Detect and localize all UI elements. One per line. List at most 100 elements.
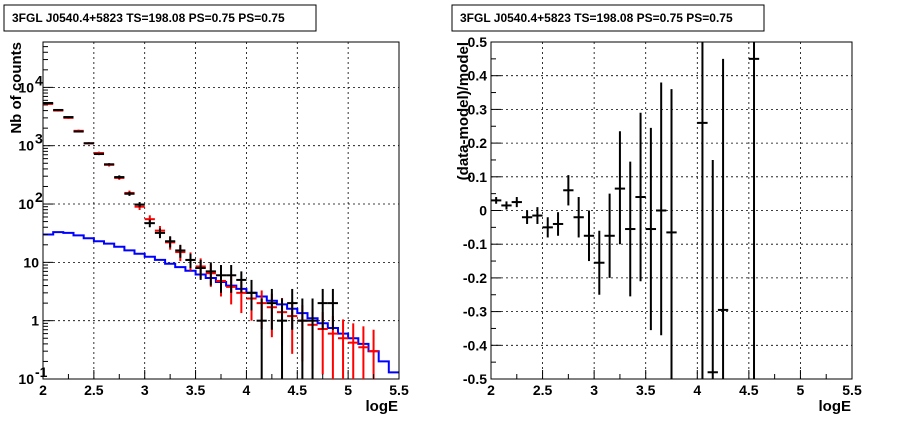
data-point <box>93 152 105 156</box>
counts-title-box <box>3 4 317 32</box>
data-point <box>307 298 318 379</box>
residual-point <box>635 112 646 282</box>
residual-marks <box>491 42 760 379</box>
residual-point <box>604 193 615 278</box>
residual-x-tick-label: 5.5 <box>842 382 862 398</box>
model-error-mark <box>368 329 379 379</box>
data-point <box>256 298 267 379</box>
counts-x-tick-label: 4 <box>243 382 251 398</box>
residual-point <box>707 159 718 379</box>
residual-x-label: logE <box>819 398 852 415</box>
residual-point <box>491 197 502 204</box>
residual-title-box <box>451 4 765 32</box>
residual-x-tick-label: 3.5 <box>636 382 656 398</box>
data-point <box>73 130 84 133</box>
residual-y-tick-label: -0.3 <box>463 304 487 320</box>
data-point <box>215 265 227 293</box>
residual-title: 3FGL J0540.4+5823 TS=198.08 PS=0.75 PS=0… <box>460 11 733 25</box>
data-point <box>154 228 166 239</box>
residual-point <box>573 197 584 238</box>
data-point <box>53 108 64 111</box>
counts-x-tick-label: 5 <box>344 382 352 398</box>
data-point <box>226 265 237 293</box>
residual-panel: 2 2.5 3 3.5 4 4.5 5 5.5 -0.5 -0.4 -0.3 -0.2 -0.1 0 0.… <box>451 4 862 415</box>
data-point <box>287 288 298 330</box>
counts-y-tick-exponent: 3 <box>35 131 43 147</box>
residual-point <box>501 201 512 210</box>
model-error-mark <box>348 323 359 379</box>
data-point <box>83 142 94 145</box>
residual-point <box>511 197 522 208</box>
residual-point <box>563 175 574 206</box>
counts-x-tick-label: 3.5 <box>186 382 206 398</box>
counts-y-tick-label: 1 <box>31 313 39 329</box>
data-point <box>246 279 257 311</box>
data-point <box>43 101 54 104</box>
counts-y-tick-exponent: 2 <box>35 189 43 205</box>
residual-x-tick-label: 4 <box>693 382 701 398</box>
counts-x-tick-label: 3 <box>141 382 149 398</box>
residual-point <box>614 131 626 245</box>
residual-y-tick-label: 0.3 <box>468 101 488 117</box>
data-point <box>195 259 206 280</box>
data-point <box>63 116 74 119</box>
data-point <box>124 191 135 196</box>
counts-x-tick-label: 4.5 <box>288 382 308 398</box>
data-point <box>175 244 186 258</box>
residual-x-tick-label: 2 <box>487 382 495 398</box>
counts-y-tick-exponent: 4 <box>35 72 43 88</box>
model-error-mark <box>358 326 369 379</box>
counts-y-label: Nb of counts <box>8 42 25 134</box>
data-point <box>205 262 216 286</box>
residual-point <box>552 212 564 236</box>
data-point <box>276 298 288 379</box>
counts-x-label: logE <box>366 398 399 415</box>
residual-y-tick-label: 0.1 <box>468 169 488 185</box>
data-point <box>266 288 277 330</box>
residual-x-tick-label: 2.5 <box>533 382 553 398</box>
counts-y-tick-exponent: -1 <box>35 364 48 380</box>
data-point <box>317 288 328 330</box>
counts-y-tick-label: 10 <box>18 371 34 387</box>
counts-x-tick-label: 5.5 <box>389 382 409 398</box>
data-point <box>185 253 196 269</box>
counts-y-tick-label: 10 <box>18 196 34 212</box>
data-point <box>144 219 155 228</box>
residual-y-ticks: -0.5 -0.4 -0.3 -0.2 -0.1 0 0.1 0.2 0.3 0.4 0.5 <box>463 34 501 387</box>
residual-point <box>625 161 636 297</box>
residual-point <box>532 207 543 224</box>
counts-y-tick-label: 10 <box>18 79 34 95</box>
residual-x-tick-label: 4.5 <box>739 382 759 398</box>
residual-y-tick-label: 0.4 <box>468 68 488 84</box>
data-point <box>114 175 125 179</box>
counts-plot-frame <box>42 41 400 380</box>
counts-y-tick-label: 10 <box>18 138 34 154</box>
residual-y-tick-label: 0 <box>479 203 487 219</box>
data-point <box>165 236 176 248</box>
data-point <box>297 298 308 379</box>
counts-grid <box>43 42 399 379</box>
data-point <box>236 271 247 293</box>
residual-x-tick-label: 3 <box>590 382 598 398</box>
residual-y-label: (data-model)/model <box>455 42 472 180</box>
residual-point <box>656 82 667 336</box>
counts-title: 3FGL J0540.4+5823 TS=198.08 PS=0.75 PS=0… <box>12 11 285 25</box>
data-point <box>134 202 145 208</box>
residual-y-tick-label: -0.5 <box>463 371 487 387</box>
residual-point <box>697 42 708 379</box>
counts-y-tick-label: 10 <box>23 254 39 270</box>
residual-x-ticks: 2 2.5 3 3.5 4 4.5 5 5.5 <box>487 370 862 398</box>
residual-y-tick-label: -0.4 <box>463 337 487 353</box>
model-error-mark <box>337 319 349 379</box>
residual-x-tick-label: 5 <box>797 382 805 398</box>
counts-x-tick-label: 2 <box>39 382 47 398</box>
data-point <box>104 163 115 166</box>
residual-point <box>542 217 553 238</box>
counts-x-ticks: 2 2.5 3 3.5 4 4.5 5 5.5 <box>39 370 409 398</box>
residual-point <box>717 58 729 379</box>
residual-y-tick-label: 0.2 <box>468 135 488 151</box>
residual-y-tick-label: -0.1 <box>463 236 487 252</box>
counts-marks <box>43 101 399 379</box>
